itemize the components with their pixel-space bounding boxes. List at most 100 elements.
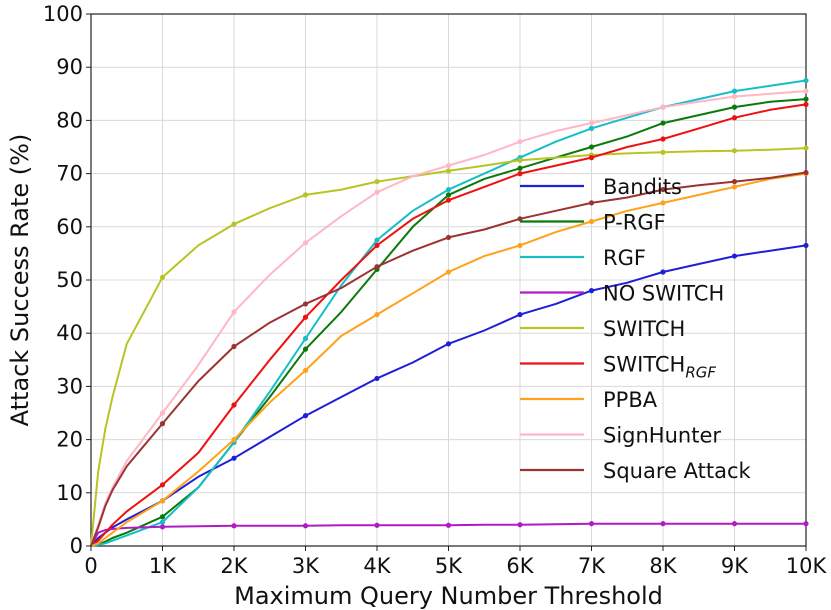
data-point xyxy=(231,343,237,350)
data-point xyxy=(731,148,738,154)
series-line xyxy=(90,171,807,547)
data-point xyxy=(302,301,309,307)
legend-label-text: Bandits xyxy=(603,175,682,199)
data-point xyxy=(445,234,452,241)
y-tick-label: 10 xyxy=(56,481,83,505)
data-point xyxy=(517,165,523,171)
data-point xyxy=(302,335,309,342)
series-3 xyxy=(90,521,809,547)
data-point xyxy=(660,186,666,193)
data-point xyxy=(660,521,666,527)
data-point xyxy=(517,171,523,177)
series-7 xyxy=(90,88,809,547)
data-point xyxy=(374,178,380,185)
legend-item: NO SWITCH xyxy=(520,282,724,306)
data-point xyxy=(660,269,666,275)
legend-label: NO SWITCH xyxy=(603,282,724,306)
x-tick-label: 8K xyxy=(649,554,677,578)
data-point xyxy=(517,216,523,222)
data-point xyxy=(302,367,309,374)
data-point xyxy=(803,88,809,94)
data-point xyxy=(302,413,309,419)
y-tick-label: 40 xyxy=(56,321,83,345)
data-point xyxy=(731,521,738,527)
legend-label-text: NO SWITCH xyxy=(603,282,724,306)
data-point xyxy=(588,218,595,225)
legend-label-text: SignHunter xyxy=(603,424,721,448)
data-point xyxy=(731,253,738,259)
data-point xyxy=(159,482,166,488)
data-point xyxy=(302,192,309,198)
data-point xyxy=(517,139,523,145)
x-tick-label: 3K xyxy=(292,554,320,578)
x-tick-label: 10K xyxy=(786,554,828,578)
data-point xyxy=(302,346,309,352)
series-line xyxy=(90,244,807,547)
legend-label-text: RGF xyxy=(603,246,646,270)
data-point xyxy=(660,136,666,142)
y-tick-label: 20 xyxy=(56,428,83,452)
y-tick-label: 30 xyxy=(56,374,83,398)
data-point xyxy=(803,96,809,102)
x-tick-label: 5K xyxy=(435,554,463,578)
data-point xyxy=(588,144,595,150)
y-tick-label: 80 xyxy=(56,108,83,132)
legend-label-text: PPBA xyxy=(603,388,658,412)
data-point xyxy=(159,274,166,280)
series-5 xyxy=(90,101,809,547)
data-point xyxy=(588,120,595,126)
data-point xyxy=(445,341,452,347)
x-tick-label: 1K xyxy=(149,554,177,578)
data-point xyxy=(517,522,523,528)
legend-label: SWITCHRGF xyxy=(603,353,716,382)
data-point xyxy=(231,523,237,529)
data-point xyxy=(445,186,452,193)
legend-label-text: Square Attack xyxy=(603,459,751,483)
data-point xyxy=(731,88,738,94)
data-point xyxy=(588,521,595,527)
data-point xyxy=(660,200,666,206)
legend-label: RGF xyxy=(603,246,646,270)
data-point xyxy=(803,521,809,527)
data-point xyxy=(231,221,237,227)
data-point xyxy=(231,309,237,315)
data-point xyxy=(374,522,380,528)
legend-item: Bandits xyxy=(520,175,682,199)
y-tick-label: 60 xyxy=(56,215,83,239)
data-point xyxy=(159,421,166,427)
legend-item: Square Attack xyxy=(520,459,751,483)
data-point xyxy=(445,197,452,203)
x-tick-label: 7K xyxy=(578,554,606,578)
y-tick-label: 50 xyxy=(56,268,83,292)
series-line xyxy=(90,172,807,547)
data-point xyxy=(159,410,166,416)
data-point xyxy=(731,178,738,185)
x-tick-label: 9K xyxy=(721,554,749,578)
data-point xyxy=(803,77,809,84)
data-point xyxy=(231,402,237,408)
series-4 xyxy=(90,145,809,547)
y-axis-title: Attack Success Rate (%) xyxy=(6,134,34,427)
series-6 xyxy=(90,171,809,547)
y-tick-label: 100 xyxy=(43,2,83,26)
data-point xyxy=(731,93,738,100)
series-line xyxy=(90,147,807,547)
data-point xyxy=(660,104,666,110)
legend-label-subscript: RGF xyxy=(685,364,716,382)
data-point xyxy=(803,242,809,249)
data-point xyxy=(445,192,452,198)
series-line xyxy=(90,103,807,547)
legend-item: SWITCHRGF xyxy=(520,353,716,382)
data-point xyxy=(517,157,523,163)
x-tick-label: 2K xyxy=(220,554,248,578)
data-point xyxy=(588,288,595,294)
legend-label-text: P-RGF xyxy=(603,211,666,235)
legend-item: SignHunter xyxy=(520,424,721,448)
data-point xyxy=(302,314,309,320)
data-point xyxy=(588,200,595,206)
data-point xyxy=(302,240,309,246)
data-point xyxy=(374,375,380,382)
data-point xyxy=(660,149,666,155)
